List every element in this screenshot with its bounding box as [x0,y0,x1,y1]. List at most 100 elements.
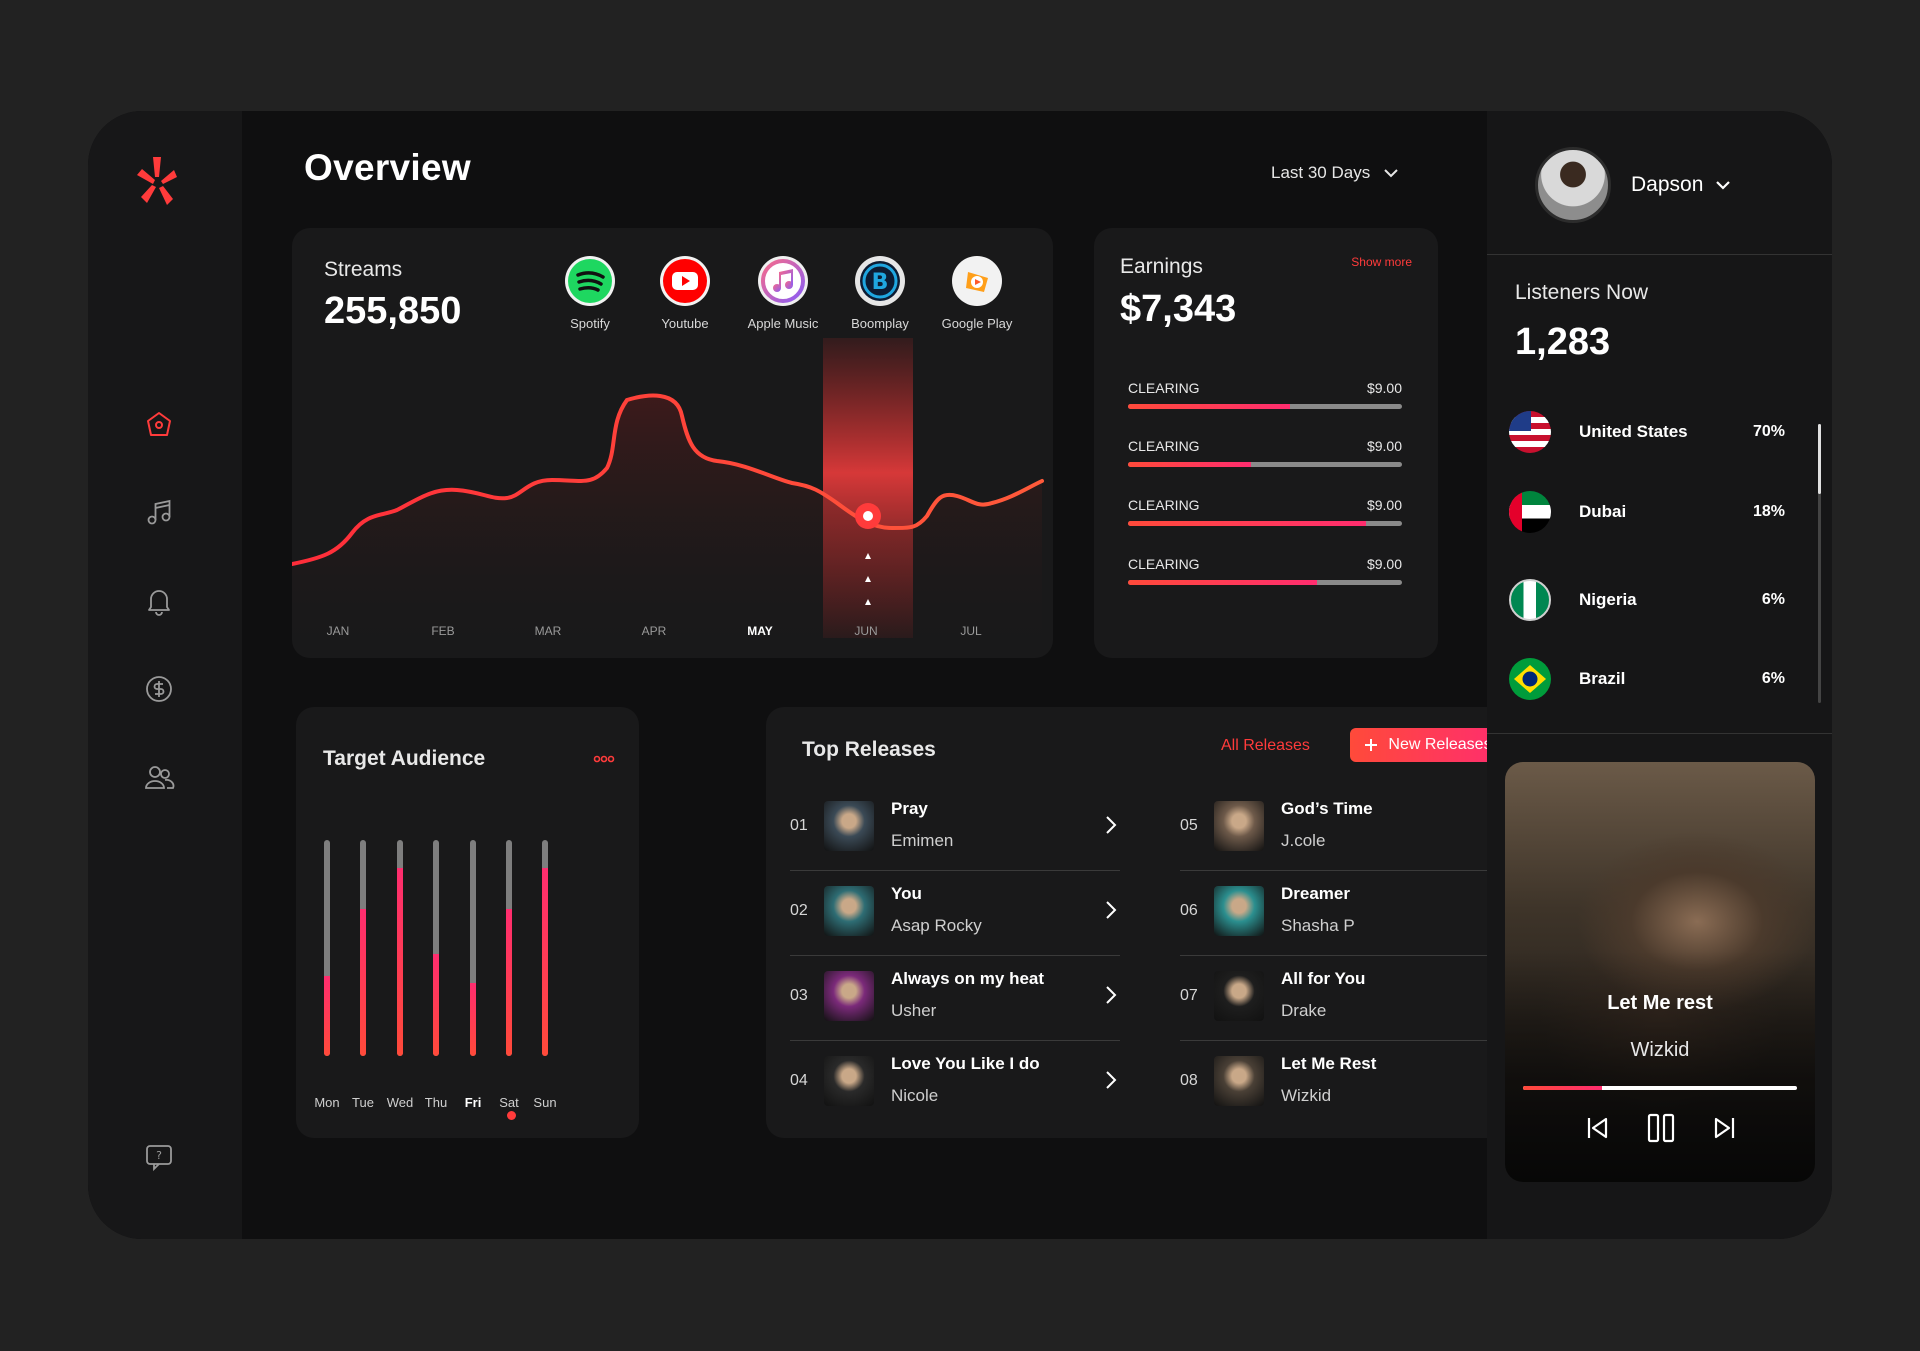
chart-point-inner [863,511,873,521]
release-item[interactable]: 06 Dreamer Shasha P [1180,872,1510,956]
page-title: Overview [304,147,471,188]
divider [790,955,1120,956]
release-thumbnail [1214,971,1264,1021]
chevron-right-icon[interactable] [1104,815,1118,835]
date-range-dropdown[interactable]: Last 30 Days [1271,163,1398,183]
player-shade [1505,762,1815,1182]
platform-label: Boomplay [851,316,909,331]
svg-text:?: ? [156,1149,162,1162]
audience-bar-fill [470,982,476,1056]
divider [790,1040,1120,1041]
day-label: Mon [314,1095,340,1110]
youtube-icon [663,259,707,303]
earning-amount: $9.00 [1366,380,1402,396]
audience-bar[interactable] [542,840,548,1056]
pause-icon[interactable] [1646,1112,1676,1144]
svg-text:B: B [872,270,889,295]
country-name: Dubai [1579,502,1627,521]
audience-bar-fill [542,868,548,1056]
day-label: Sat [499,1095,519,1110]
earning-progress-fill [1128,462,1252,467]
earning-row: CLEARING $9.00 [1128,380,1402,409]
audience-bar[interactable] [324,840,330,1056]
divider [1180,870,1510,871]
next-icon[interactable] [1711,1114,1739,1142]
release-artist: Shasha P [1281,916,1355,935]
scrollbar[interactable] [1818,424,1821,703]
earning-row: CLEARING $9.00 [1128,497,1402,526]
profile-menu[interactable]: Dapson [1535,147,1731,223]
help-icon[interactable]: ? [143,1141,175,1173]
platform-youtube[interactable]: Youtube [637,256,733,331]
top-releases-card: Top Releases All Releases New Releases 0… [766,707,1530,1138]
release-item[interactable]: 04 Love You Like I do Nicole [790,1042,1120,1126]
release-title: Always on my heat [891,969,1045,988]
us-flag-icon [1509,411,1551,453]
platform-apple-music[interactable]: Apple Music [735,256,831,331]
month-label-active[interactable]: MAY [747,624,773,638]
release-thumbnail [1214,886,1264,936]
release-title: Pray [891,799,928,818]
brazil-flag-icon [1509,658,1551,700]
show-more-link[interactable]: Show more [1351,255,1412,269]
release-rank: 05 [1180,817,1198,834]
release-item[interactable]: 07 All for You Drake [1180,957,1510,1041]
release-item[interactable]: 05 God’s Time J.cole [1180,787,1510,871]
audience-bar[interactable] [506,840,512,1056]
release-rank: 03 [790,987,808,1004]
release-thumbnail [824,1056,874,1106]
release-item[interactable]: 01 Pray Emimen [790,787,1120,871]
platform-google-play[interactable]: Google Play [929,256,1025,331]
release-thumbnail [824,801,874,851]
release-title: God’s Time [1281,799,1373,818]
country-name: United States [1579,422,1688,441]
month-label: JUL [960,624,982,638]
chevron-right-icon[interactable] [1104,985,1118,1005]
release-item[interactable]: 03 Always on my heat Usher [790,957,1120,1041]
release-title: Let Me Rest [1281,1054,1377,1073]
nav-users-icon[interactable] [143,761,175,793]
more-options-icon[interactable] [593,755,615,763]
streams-line [292,393,1044,566]
all-releases-link[interactable]: All Releases [1221,737,1310,754]
platform-spotify[interactable]: Spotify [542,256,638,331]
streams-value: 255,850 [324,290,462,332]
platform-boomplay[interactable]: B Boomplay [832,256,928,331]
country-name: Brazil [1579,669,1626,688]
release-artist: Nicole [891,1086,939,1105]
chevron-right-icon[interactable] [1104,900,1118,920]
release-artist: Usher [891,1001,937,1020]
audience-bar[interactable] [470,840,476,1056]
audience-title: Target Audience [323,747,486,770]
earnings-label: Earnings [1120,255,1203,278]
earning-progress-bar [1128,521,1402,526]
release-thumbnail [1214,801,1264,851]
nav-bell-icon[interactable] [143,585,175,617]
release-artist: Drake [1281,1001,1327,1020]
right-panel: Dapson Listeners Now 1,283 United States… [1487,111,1832,1239]
avatar [1535,147,1611,223]
earning-progress-fill [1128,580,1318,585]
platform-label: Google Play [941,316,1013,331]
nav-earnings-icon[interactable] [143,673,175,705]
release-title: All for You [1281,969,1366,988]
new-releases-button[interactable]: New Releases [1350,728,1506,762]
active-day-dot [507,1111,516,1120]
day-label: Tue [352,1095,374,1110]
audience-bar[interactable] [360,840,366,1056]
nav-music-icon[interactable] [143,496,175,528]
release-item[interactable]: 08 Let Me Rest Wizkid [1180,1042,1510,1126]
progress-bar[interactable] [1523,1086,1797,1090]
audience-bar[interactable] [397,840,403,1056]
earning-label: CLEARING [1128,497,1200,513]
previous-icon[interactable] [1583,1114,1611,1142]
release-rank: 08 [1180,1072,1198,1089]
release-item[interactable]: 02 You Asap Rocky [790,872,1120,956]
audience-bar[interactable] [433,840,439,1056]
logo-icon[interactable] [133,153,181,211]
sidebar: ? [88,111,242,1239]
nav-home-icon[interactable] [143,408,175,440]
day-label: Sun [533,1095,557,1110]
chevron-right-icon[interactable] [1104,1070,1118,1090]
release-artist: Wizkid [1281,1086,1332,1105]
